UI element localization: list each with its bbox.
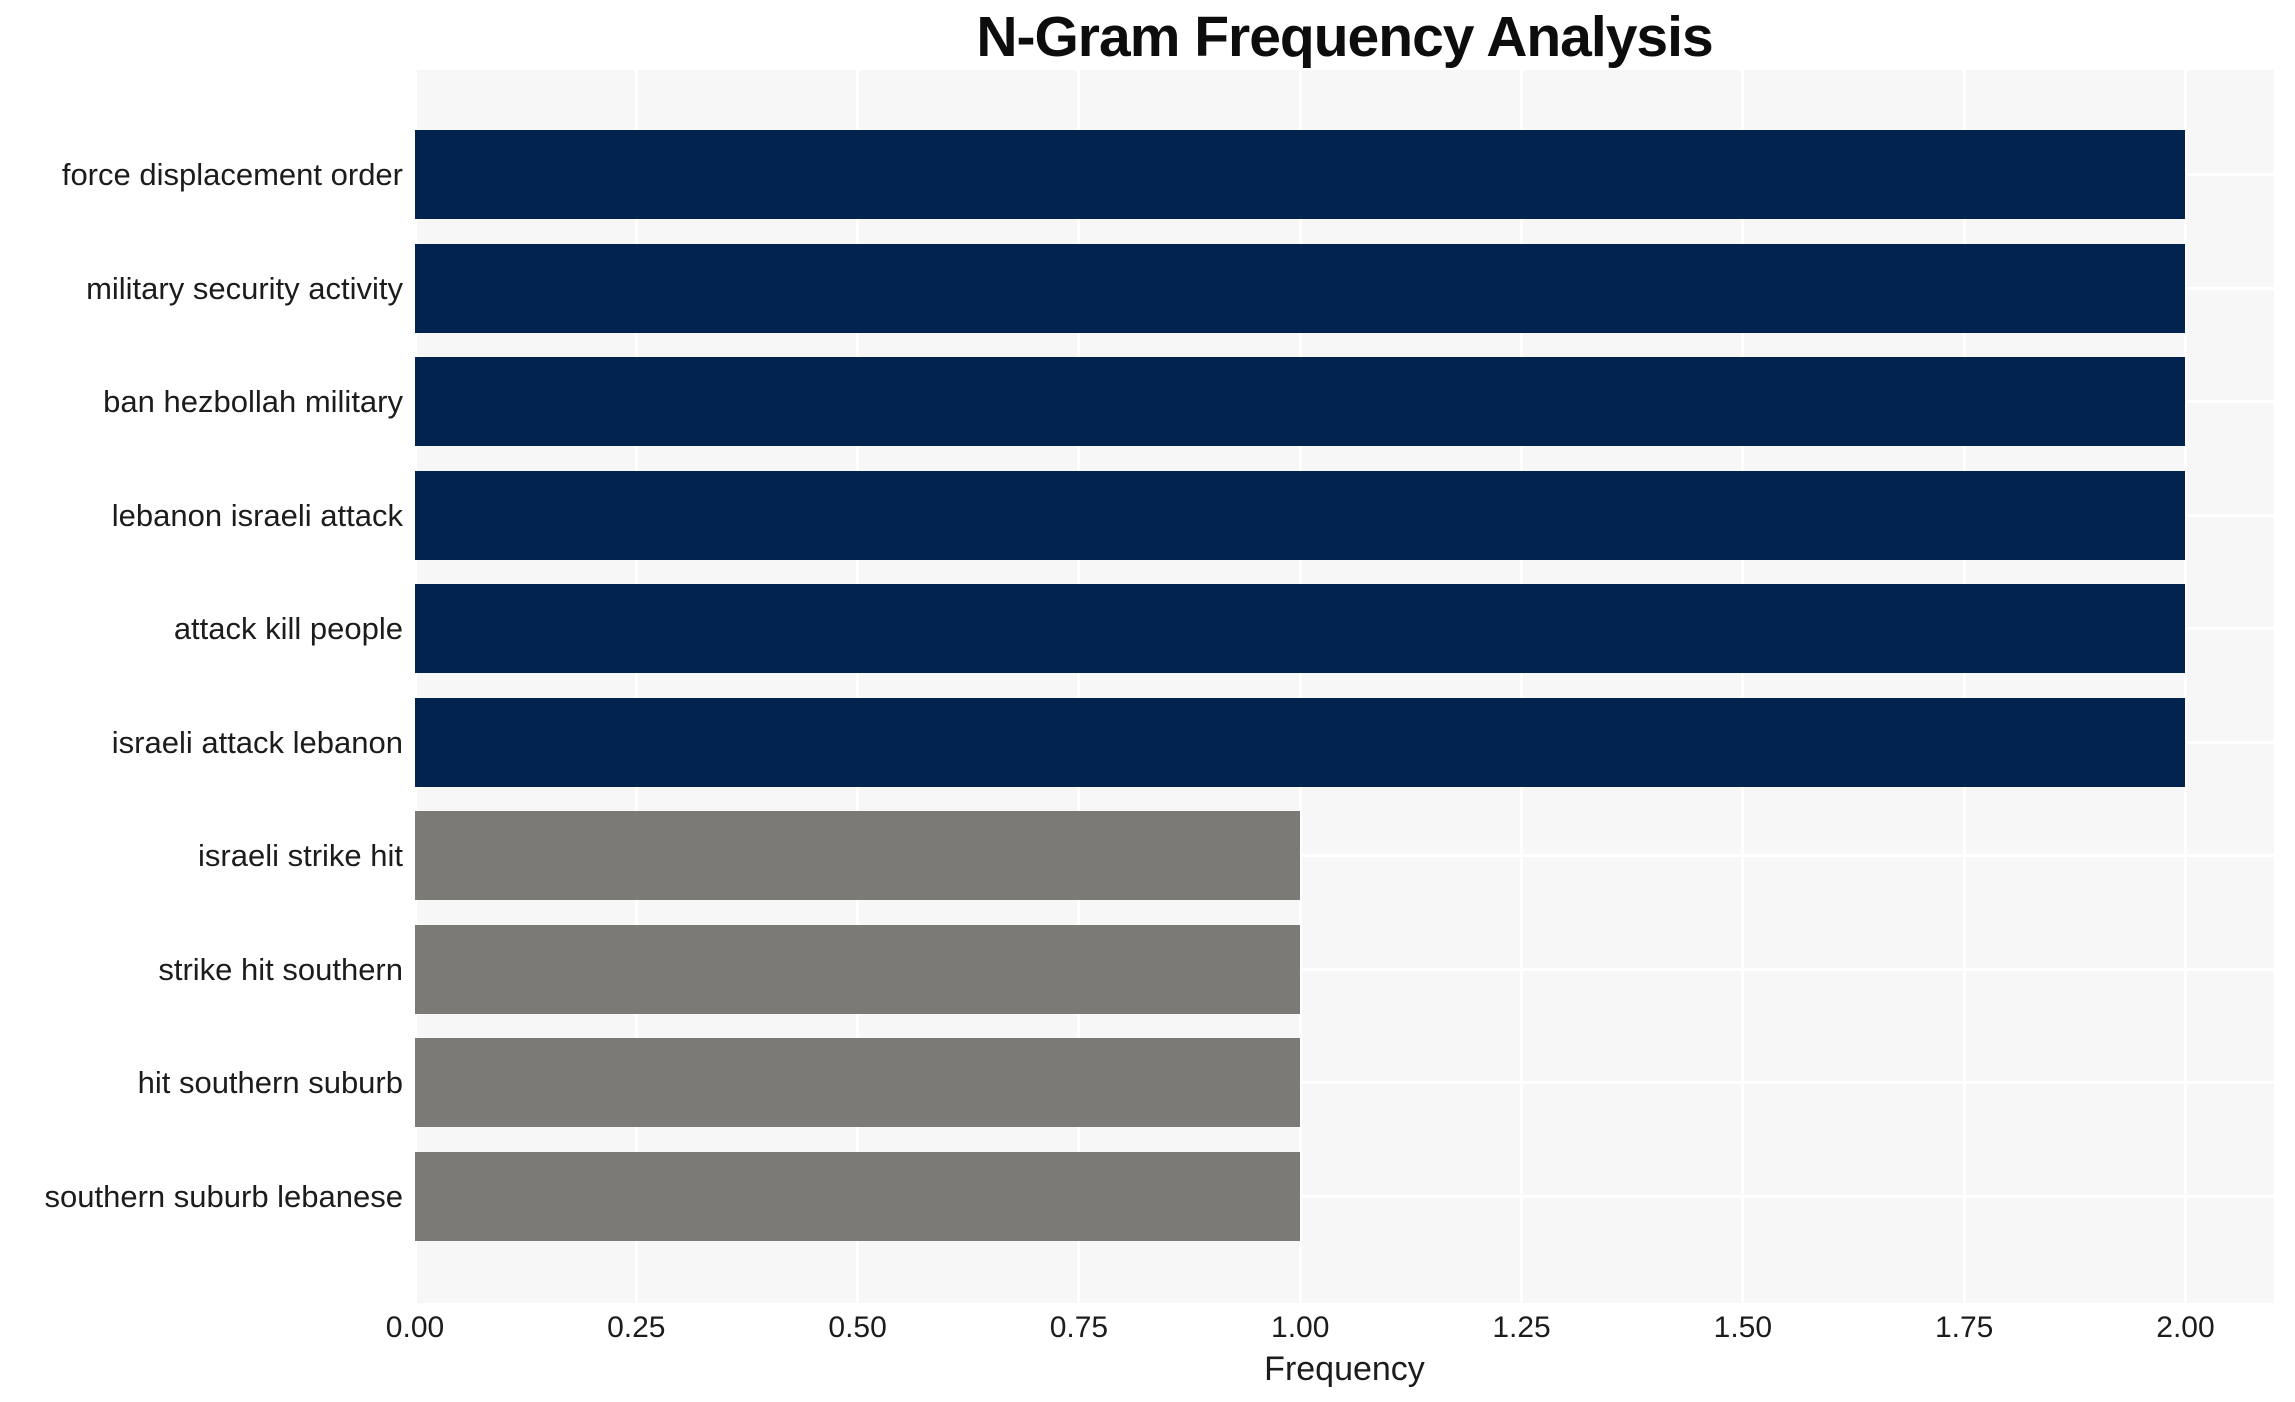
bar <box>415 1151 1301 1241</box>
x-axis-ticks: 0.00 0.25 0.50 0.75 1.00 1.25 1.50 1.75 2.00 <box>0 1311 2295 1351</box>
bar <box>415 924 1301 1014</box>
y-tick-label: ban hezbollah military <box>103 384 403 419</box>
bar <box>415 1038 1301 1128</box>
x-tick-label: 0.00 <box>385 1311 445 1344</box>
plot-area <box>415 70 2274 1303</box>
horizontal-gridline <box>415 854 2274 858</box>
x-tick-label: 1.75 <box>1934 1311 1994 1344</box>
horizontal-gridline <box>415 967 2274 971</box>
chart-title: N-Gram Frequency Analysis <box>976 5 1713 69</box>
bar <box>415 130 2186 220</box>
y-tick-label: israeli strike hit <box>198 838 403 873</box>
y-tick-label: hit southern suburb <box>137 1065 403 1100</box>
vertical-gridline <box>415 70 417 1303</box>
bar <box>415 243 2186 333</box>
vertical-gridline <box>1520 70 1524 1303</box>
bar <box>415 357 2186 447</box>
x-tick-label: 2.00 <box>2156 1311 2215 1344</box>
x-tick-label: 1.00 <box>1271 1311 1330 1344</box>
bar <box>415 697 2186 787</box>
vertical-gridline <box>634 70 638 1303</box>
x-tick-label: 1.50 <box>1713 1311 1773 1344</box>
vertical-gridline <box>856 70 860 1303</box>
x-tick-label: 0.25 <box>607 1311 666 1344</box>
vertical-gridline <box>1298 70 1302 1303</box>
y-tick-label: strike hit southern <box>158 951 403 987</box>
x-tick-label: 0.75 <box>1049 1311 1109 1344</box>
x-tick-label: 1.25 <box>1492 1311 1551 1344</box>
bar <box>415 584 2186 674</box>
x-axis-label: Frequency <box>1264 1350 1425 1388</box>
vertical-gridline <box>1077 70 1081 1303</box>
y-tick-label: lebanon israeli attack <box>111 497 403 533</box>
y-tick-label: israeli attack lebanon <box>111 724 403 760</box>
y-tick-label: attack kill people <box>173 611 403 646</box>
bar <box>415 470 2186 560</box>
y-tick-label: military security activity <box>86 270 403 306</box>
vertical-gridline <box>1741 70 1745 1303</box>
y-tick-label: southern suburb lebanese <box>44 1178 403 1214</box>
vertical-gridline <box>1962 70 1966 1303</box>
horizontal-gridline <box>415 1081 2274 1085</box>
vertical-gridline <box>2183 70 2187 1303</box>
bar <box>415 811 1301 901</box>
x-tick-label: 0.50 <box>828 1311 887 1344</box>
y-tick-label: force displacement order <box>61 157 403 192</box>
horizontal-gridline <box>415 1194 2274 1198</box>
y-axis-labels: force displacement order military securit… <box>0 0 403 1402</box>
